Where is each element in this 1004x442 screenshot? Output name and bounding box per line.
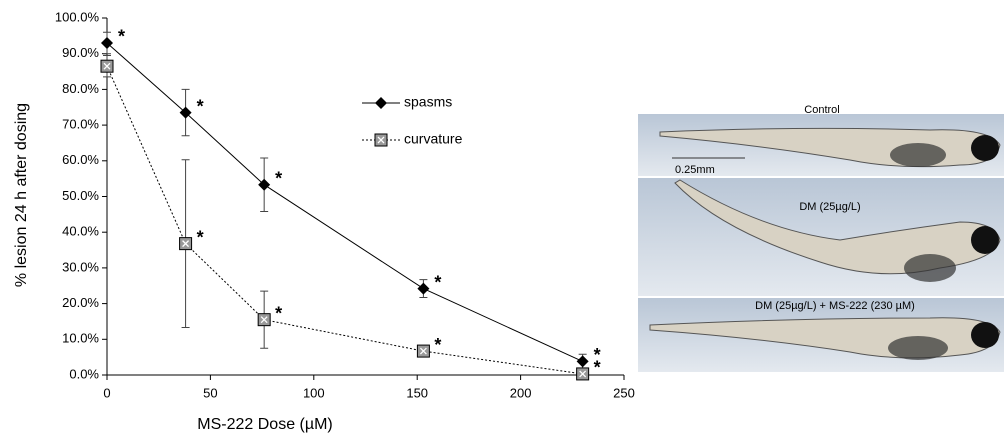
significance-label: * <box>434 335 441 355</box>
fish-eye <box>971 135 999 161</box>
scale-bar-label: 0.25mm <box>675 164 715 176</box>
series-line <box>106 42 583 362</box>
y-tick-label: 40.0% <box>62 224 99 239</box>
significance-label: * <box>197 96 204 116</box>
marker <box>416 344 430 358</box>
fish-eye <box>971 322 999 348</box>
marker <box>100 59 114 73</box>
y-axis-title: % lesion 24 h after dosing <box>13 103 30 287</box>
marker <box>417 282 430 295</box>
significance-label: * <box>594 345 601 365</box>
legend-label: spasms <box>404 94 452 110</box>
y-tick-label: 30.0% <box>62 259 99 274</box>
x-axis-title: MS-222 Dose (µM) <box>197 416 332 433</box>
significance-label: * <box>197 227 204 247</box>
marker <box>179 237 193 251</box>
x-tick-label: 100 <box>303 385 325 400</box>
x-tick-label: 200 <box>510 385 532 400</box>
marker <box>576 355 589 368</box>
y-tick-label: 100.0% <box>55 9 100 24</box>
y-tick-label: 20.0% <box>62 295 99 310</box>
panel-label: DM (25µg/L) <box>799 201 860 213</box>
y-tick-label: 50.0% <box>62 188 99 203</box>
marker <box>179 106 192 119</box>
series-line <box>106 65 583 375</box>
fish <box>674 179 1001 275</box>
marker-cross <box>579 370 587 378</box>
panel-label: DM (25µg/L) + MS-222 (230 µM) <box>755 300 915 312</box>
fish-yolk <box>888 336 948 360</box>
marker-cross <box>260 316 268 324</box>
marker <box>375 97 387 109</box>
photo-panel: 0.25mm Control DM (25µg/L) DM (25µg/L) +… <box>638 104 1004 372</box>
significance-label: * <box>594 358 601 378</box>
marker <box>576 367 590 381</box>
y-tick-label: 0.0% <box>69 366 99 381</box>
y-tick-label: 90.0% <box>62 45 99 60</box>
legend-label: curvature <box>404 131 463 147</box>
fish-yolk <box>904 254 956 282</box>
marker <box>101 36 113 49</box>
fish-eye <box>971 226 999 254</box>
x-tick-label: 250 <box>613 385 635 400</box>
x-tick-label: 0 <box>103 385 110 400</box>
panel-label: Control <box>804 104 839 116</box>
y-tick-label: 70.0% <box>62 117 99 132</box>
significance-label: * <box>275 168 282 188</box>
marker <box>258 178 271 191</box>
marker <box>374 133 388 147</box>
y-tick-label: 60.0% <box>62 152 99 167</box>
significance-label: * <box>275 303 282 323</box>
significance-label: * <box>434 272 441 292</box>
x-tick-label: 150 <box>406 385 428 400</box>
significance-label: * <box>118 27 125 47</box>
marker-cross <box>419 347 427 355</box>
y-tick-label: 80.0% <box>62 81 99 96</box>
marker-cross <box>377 136 385 144</box>
marker-cross <box>103 62 111 70</box>
marker-cross <box>182 240 190 248</box>
x-tick-label: 50 <box>203 385 217 400</box>
fish-yolk <box>890 143 946 167</box>
y-tick-label: 10.0% <box>62 331 99 346</box>
marker <box>257 313 271 327</box>
